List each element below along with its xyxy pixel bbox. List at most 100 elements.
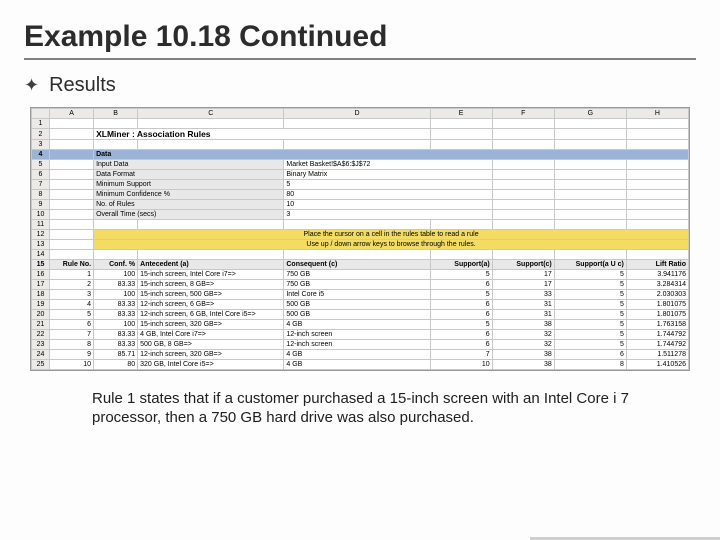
rule-support-auc: 5 (554, 310, 626, 320)
footnote: Rule 1 states that if a customer purchas… (92, 389, 648, 427)
rule-support-c: 31 (492, 310, 554, 320)
rule-support-a: 6 (430, 340, 492, 350)
rule-lift: 1.410526 (626, 360, 688, 370)
row-number: 3 (32, 140, 50, 150)
rule-conf: 83.33 (94, 310, 138, 320)
rule-no: 2 (50, 280, 94, 290)
rule-support-auc: 5 (554, 280, 626, 290)
rule-col-header: Lift Ratio (626, 260, 688, 270)
rule-conf: 80 (94, 360, 138, 370)
rule-col-header: Antecedent (a) (138, 260, 284, 270)
rule-no: 5 (50, 310, 94, 320)
rule-consequent: 750 GB (284, 280, 430, 290)
col-header: A (50, 109, 94, 119)
rule-antecedent: 4 GB, Intel Core i7=> (138, 330, 284, 340)
rule-support-a: 6 (430, 280, 492, 290)
rule-support-a: 5 (430, 270, 492, 280)
bullet-text: Results (49, 74, 116, 97)
col-header: C (138, 109, 284, 119)
meta-value: Binary Matrix (284, 170, 492, 180)
sheet-title: XLMiner : Association Rules (94, 129, 431, 140)
rule-lift: 1.511278 (626, 350, 688, 360)
rule-support-a: 6 (430, 310, 492, 320)
rule-antecedent: 15-inch screen, 8 GB=> (138, 280, 284, 290)
rule-support-a: 6 (430, 300, 492, 310)
row-number: 7 (32, 180, 50, 190)
row-number: 16 (32, 270, 50, 280)
col-header: H (626, 109, 688, 119)
bullet-icon: ✦ (24, 75, 39, 96)
row-number: 15 (32, 260, 50, 270)
rule-lift: 1.801075 (626, 310, 688, 320)
rule-antecedent: 500 GB, 8 GB=> (138, 340, 284, 350)
rule-antecedent: 12-inch screen, 320 GB=> (138, 350, 284, 360)
rule-lift: 3.941176 (626, 270, 688, 280)
col-header: E (430, 109, 492, 119)
rule-support-a: 6 (430, 330, 492, 340)
meta-label: Minimum Support (94, 180, 284, 190)
rule-antecedent: 12-inch screen, 6 GB, Intel Core i5=> (138, 310, 284, 320)
rule-no: 1 (50, 270, 94, 280)
rule-support-auc: 5 (554, 300, 626, 310)
rule-support-a: 7 (430, 350, 492, 360)
slide-container: Example 10.18 Continued ✦ Results ABCDEF… (0, 0, 720, 540)
rule-no: 4 (50, 300, 94, 310)
rule-no: 10 (50, 360, 94, 370)
row-number: 11 (32, 220, 50, 230)
row-number: 1 (32, 119, 50, 129)
rule-col-header: Rule No. (50, 260, 94, 270)
meta-label: No. of Rules (94, 200, 284, 210)
row-number: 10 (32, 210, 50, 220)
rule-antecedent: 12-inch screen, 6 GB=> (138, 300, 284, 310)
rule-no: 9 (50, 350, 94, 360)
row-number: 8 (32, 190, 50, 200)
rule-support-auc: 5 (554, 290, 626, 300)
rule-no: 8 (50, 340, 94, 350)
row-number: 6 (32, 170, 50, 180)
row-number: 18 (32, 290, 50, 300)
rule-consequent: Intel Core i5 (284, 290, 430, 300)
meta-value: Market Basket!$A$6:$J$72 (284, 160, 492, 170)
rule-support-c: 17 (492, 270, 554, 280)
title-underline (24, 58, 696, 60)
rule-conf: 83.33 (94, 280, 138, 290)
col-header: B (94, 109, 138, 119)
rule-support-auc: 5 (554, 270, 626, 280)
rule-support-c: 31 (492, 300, 554, 310)
rule-consequent: 4 GB (284, 350, 430, 360)
meta-value: 3 (284, 210, 492, 220)
rule-consequent: 12-inch screen (284, 330, 430, 340)
rule-conf: 100 (94, 270, 138, 280)
rule-consequent: 4 GB (284, 320, 430, 330)
meta-value: 10 (284, 200, 492, 210)
rule-col-header: Support(a U c) (554, 260, 626, 270)
rule-support-c: 38 (492, 360, 554, 370)
row-number: 9 (32, 200, 50, 210)
hint-line: Use up / down arrow keys to browse throu… (94, 240, 689, 250)
rule-lift: 1.763158 (626, 320, 688, 330)
row-number: 13 (32, 240, 50, 250)
row-number: 12 (32, 230, 50, 240)
rule-col-header: Consequent (c) (284, 260, 430, 270)
rule-support-auc: 8 (554, 360, 626, 370)
rule-consequent: 750 GB (284, 270, 430, 280)
rule-lift: 1.744792 (626, 330, 688, 340)
rule-support-c: 38 (492, 320, 554, 330)
rule-lift: 2.030303 (626, 290, 688, 300)
meta-label: Minimum Confidence % (94, 190, 284, 200)
row-number: 4 (32, 150, 50, 160)
rule-lift: 1.744792 (626, 340, 688, 350)
col-header: F (492, 109, 554, 119)
rule-conf: 83.33 (94, 330, 138, 340)
meta-label: Overall Time (secs) (94, 210, 284, 220)
rule-antecedent: 320 GB, Intel Core i5=> (138, 360, 284, 370)
rule-consequent: 12-inch screen (284, 340, 430, 350)
rule-support-c: 32 (492, 330, 554, 340)
rule-col-header: Conf. % (94, 260, 138, 270)
row-number: 14 (32, 250, 50, 260)
rule-support-c: 17 (492, 280, 554, 290)
slide-title: Example 10.18 Continued (24, 20, 696, 54)
row-number: 24 (32, 350, 50, 360)
rule-col-header: Support(a) (430, 260, 492, 270)
rule-support-c: 38 (492, 350, 554, 360)
